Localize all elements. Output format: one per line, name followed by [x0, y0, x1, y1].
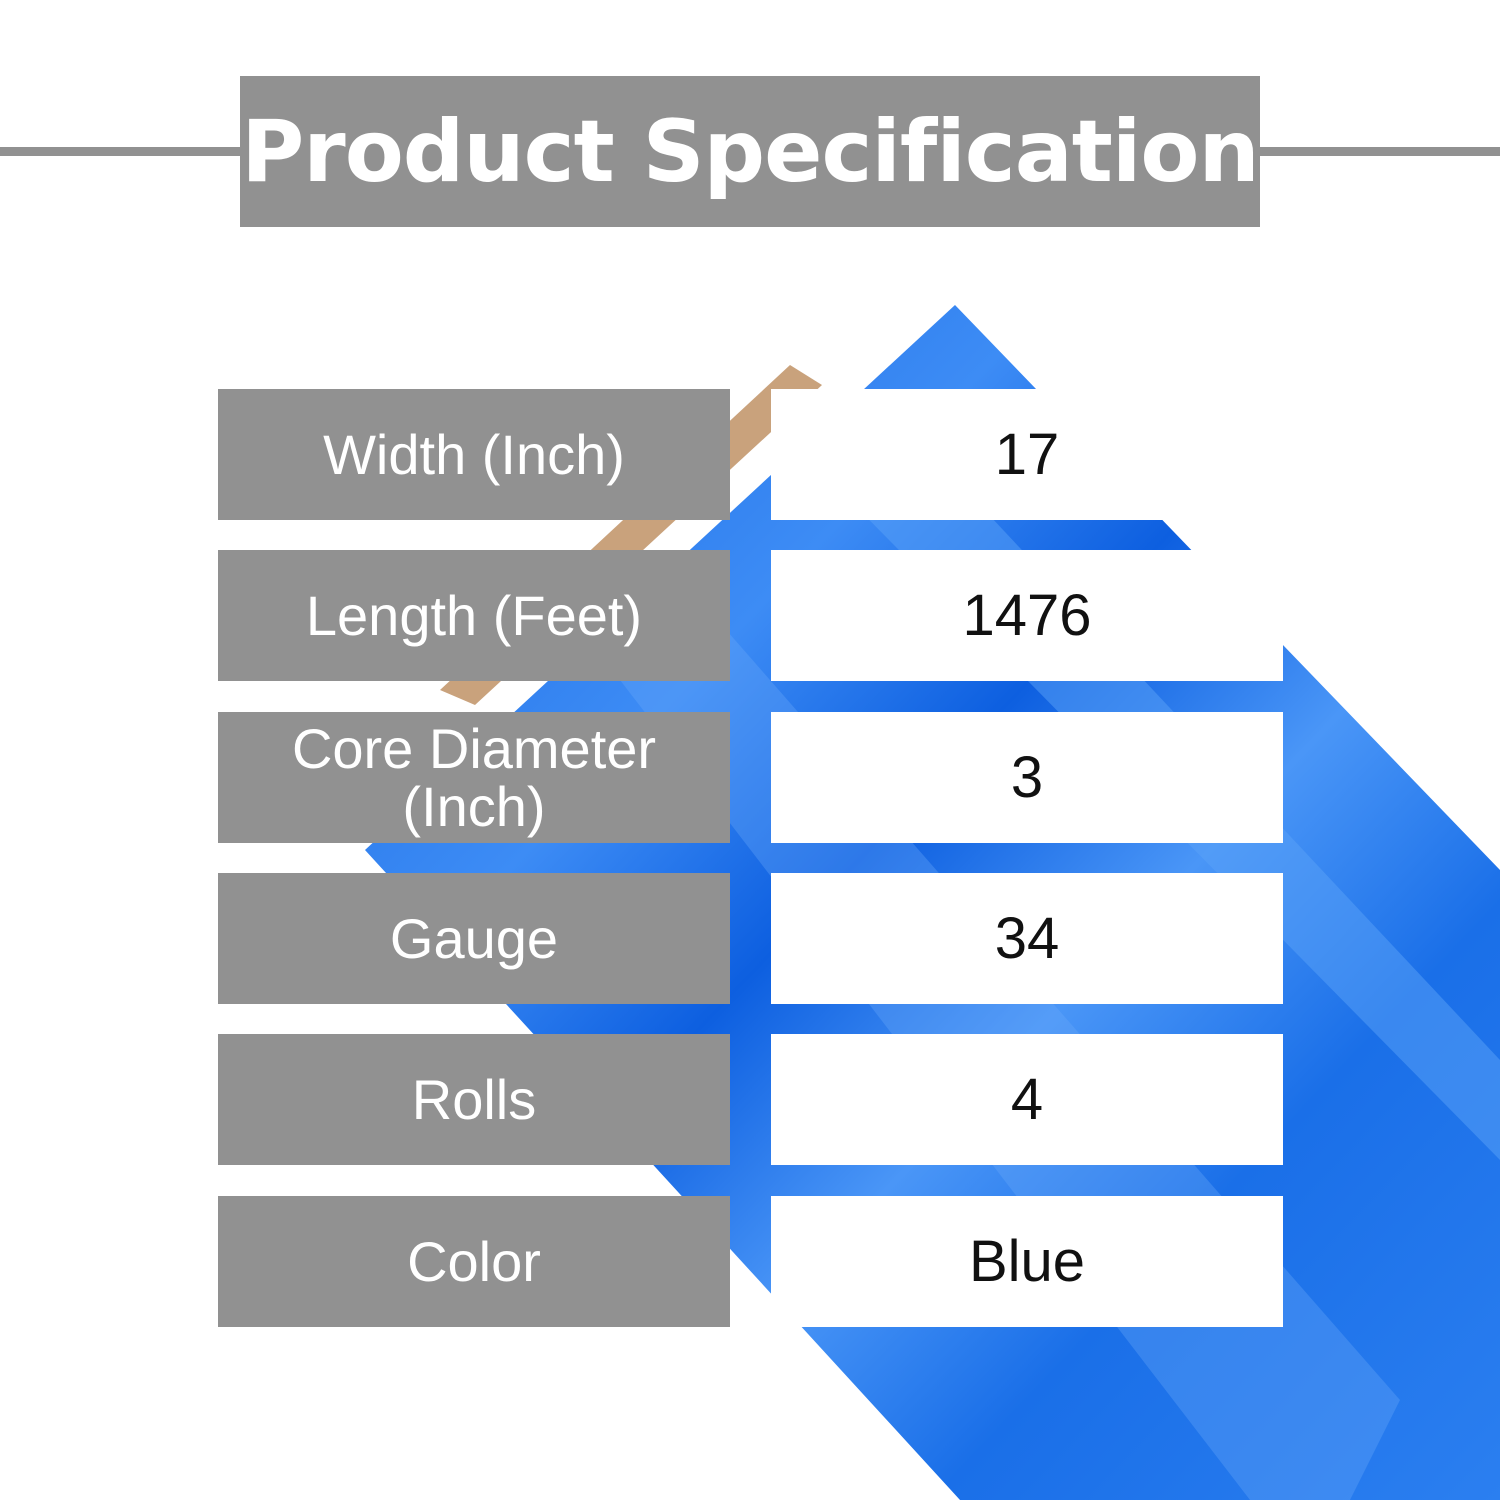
spec-label: Length (Feet): [218, 550, 730, 681]
spec-row-color: Color Blue: [218, 1196, 1283, 1327]
spec-label: Rolls: [218, 1034, 730, 1165]
spec-value: Blue: [771, 1196, 1283, 1327]
spec-row-length: Length (Feet) 1476: [218, 550, 1283, 681]
header-rule-left: [0, 147, 240, 156]
spec-value: 1476: [771, 550, 1283, 681]
header-rule-right: [1260, 147, 1500, 156]
title-banner: Product Specification: [240, 76, 1260, 227]
spec-value: 17: [771, 389, 1283, 520]
page-title: Product Specification: [241, 101, 1259, 202]
spec-row-rolls: Rolls 4: [218, 1034, 1283, 1165]
spec-row-width: Width (Inch) 17: [218, 389, 1283, 520]
spec-row-core-diameter: Core Diameter (Inch) 3: [218, 712, 1283, 843]
spec-label: Width (Inch): [218, 389, 730, 520]
spec-label: Gauge: [218, 873, 730, 1004]
spec-label: Core Diameter (Inch): [218, 712, 730, 843]
spec-label: Color: [218, 1196, 730, 1327]
spec-value: 34: [771, 873, 1283, 1004]
spec-row-gauge: Gauge 34: [218, 873, 1283, 1004]
spec-value: 3: [771, 712, 1283, 843]
spec-value: 4: [771, 1034, 1283, 1165]
